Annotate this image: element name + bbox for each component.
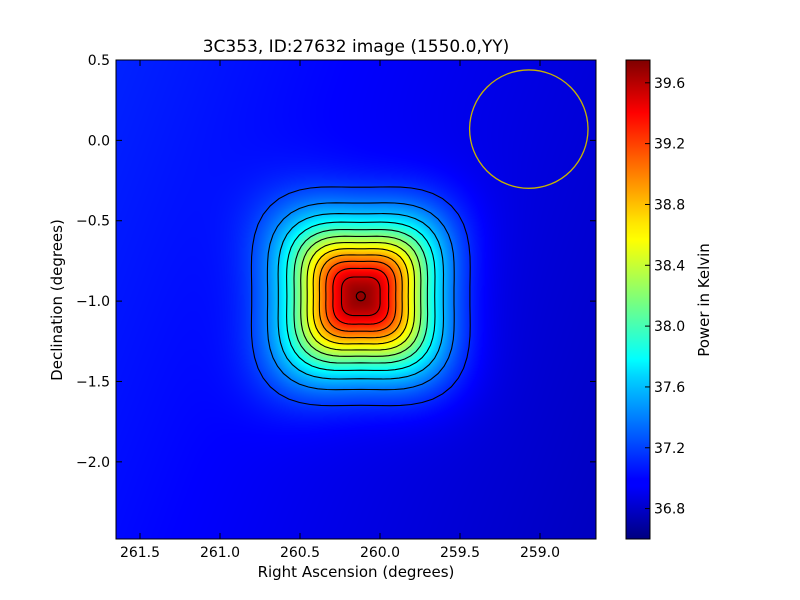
x-axis-label: Right Ascension (degrees): [258, 563, 455, 581]
contour-line: [293, 228, 429, 364]
colorbar-tick-label: 38.8: [654, 197, 685, 213]
contour-line: [286, 221, 436, 371]
contour-line: [250, 186, 471, 407]
y-tick-label: 0.0: [88, 133, 110, 149]
heatmap-area: [116, 60, 596, 539]
y-tick-label: −0.5: [76, 214, 110, 230]
colorbar-tick-label: 36.8: [654, 502, 685, 518]
x-tick-label: 261.5: [120, 545, 160, 561]
colorbar-tick-label: 39.6: [654, 76, 685, 92]
y-tick-label: −1.5: [76, 374, 110, 390]
chart-title: 3C353, ID:27632 image (1550.0,YY): [203, 37, 510, 57]
colorbar-tick-label: 37.2: [654, 441, 685, 457]
contour-line: [312, 248, 409, 345]
source-marker: [355, 291, 366, 302]
y-tick-label: −1.0: [76, 294, 110, 310]
colorbar: [625, 59, 651, 540]
x-tick-label: 260.0: [360, 545, 400, 561]
colorbar-tick-label: 38.0: [654, 319, 685, 335]
colorbar-tick-label: 38.4: [654, 258, 685, 274]
y-axis-ticks: 0.5 0.0 −0.5 −1.0 −1.5 −2.0: [76, 53, 596, 471]
contour-line: [300, 235, 422, 357]
x-axis-ticks: 261.5 261.0 260.5 260.0 259.5 259.0: [120, 60, 560, 561]
contour-lines: [250, 186, 471, 407]
contour-line: [277, 213, 445, 380]
x-tick-label: 261.0: [200, 545, 240, 561]
y-axis-label: Declination (degrees): [48, 219, 66, 381]
y-tick-label: −2.0: [76, 455, 110, 471]
heatmap-image: [116, 60, 596, 539]
contour-line: [318, 254, 403, 339]
colorbar-label: Power in Kelvin: [695, 243, 713, 357]
x-tick-label: 259.0: [520, 545, 560, 561]
colorbar-ticks: 36.8 37.2 37.6 38.0 38.4 38.8 39.2 39.6: [645, 76, 685, 518]
contour-line: [325, 260, 397, 332]
contour-line: [306, 241, 416, 351]
x-tick-label: 259.5: [440, 545, 480, 561]
colorbar-tick-label: 37.6: [654, 380, 685, 396]
colorbar-tick-label: 39.2: [654, 137, 685, 153]
contour-line: [340, 276, 381, 317]
y-tick-label: 0.5: [88, 53, 110, 69]
plot-frame: [115, 59, 597, 540]
contour-line: [266, 202, 455, 391]
contour-line: [332, 267, 390, 325]
beam-circle: [468, 69, 589, 189]
x-tick-label: 260.5: [280, 545, 320, 561]
